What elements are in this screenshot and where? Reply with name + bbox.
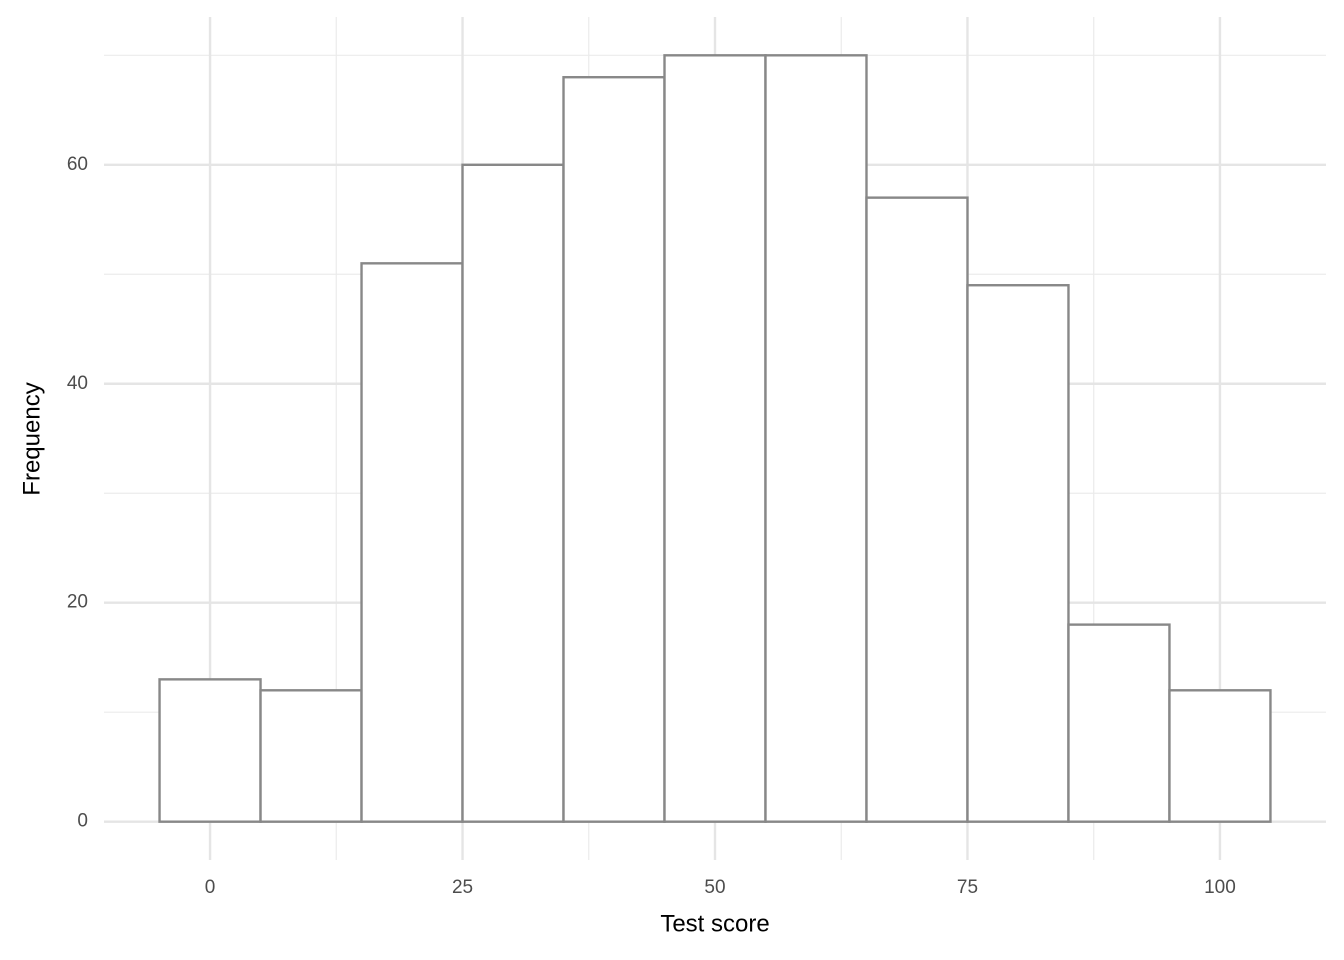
bar xyxy=(461,163,565,823)
bar xyxy=(663,54,767,823)
x-tick-label: 50 xyxy=(704,877,725,898)
x-tick-label: 75 xyxy=(957,877,978,898)
bar xyxy=(158,678,262,823)
y-tick-label: 20 xyxy=(67,592,88,613)
bar xyxy=(259,689,363,823)
x-tick-label: 25 xyxy=(452,877,473,898)
bar xyxy=(764,54,868,823)
y-tick-label: 60 xyxy=(67,154,88,175)
y-tick-label: 0 xyxy=(77,811,88,832)
bar xyxy=(865,196,969,823)
y-tick-label: 40 xyxy=(67,373,88,394)
x-tick-label: 0 xyxy=(205,877,216,898)
bar xyxy=(360,262,464,823)
x-tick-label: 100 xyxy=(1204,877,1236,898)
x-axis-label: Test score xyxy=(660,910,769,937)
y-axis-label: Frequency xyxy=(18,382,45,495)
bar xyxy=(1168,689,1272,823)
bar xyxy=(562,76,666,823)
bar xyxy=(966,284,1070,823)
bar xyxy=(1067,623,1171,823)
